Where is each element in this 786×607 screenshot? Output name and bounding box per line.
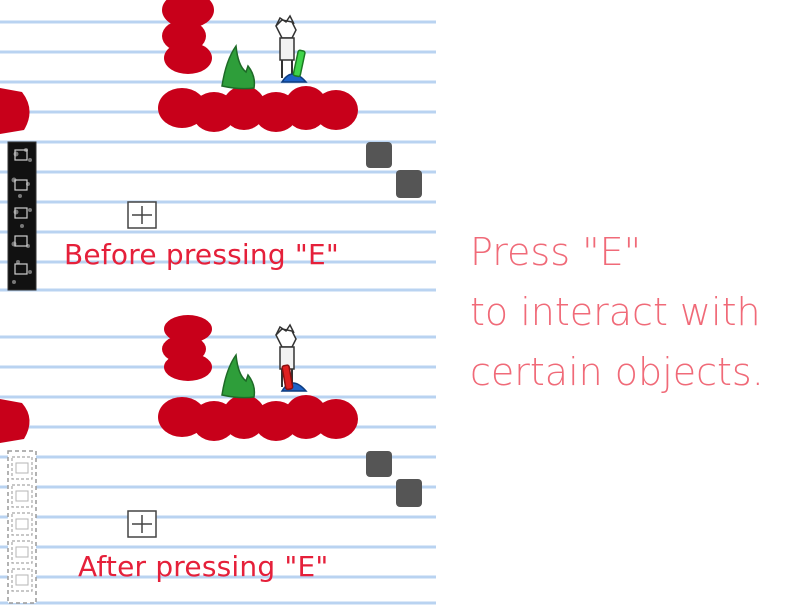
before-panel: Before pressing "E": [0, 0, 436, 292]
stone-icon: [366, 451, 422, 507]
red-ink-column: [162, 315, 212, 381]
red-ink-left-edge: [0, 88, 30, 134]
red-ink-platform: [158, 395, 358, 441]
stone-icon: [366, 142, 422, 198]
instruction-line-1: Press "E": [470, 230, 642, 274]
game-scene-before: [0, 0, 436, 292]
red-ink-column: [162, 0, 214, 74]
plant-icon: [221, 43, 256, 90]
red-ink-left-edge: [0, 399, 30, 443]
character-sprite-icon[interactable]: [275, 323, 297, 387]
game-scene-after: [0, 315, 436, 605]
before-caption: Before pressing "E": [64, 238, 339, 271]
switch-block-column: [7, 450, 37, 604]
plus-marker-icon: [127, 510, 157, 538]
notebook-lines: [0, 20, 436, 292]
plus-marker-icon: [127, 201, 157, 229]
after-panel: After pressing "E": [0, 315, 436, 607]
after-caption: After pressing "E": [78, 550, 329, 583]
instruction-line-3: certain objects.: [470, 350, 764, 394]
instruction-text: Press "E" to interact with certain objec…: [470, 222, 764, 402]
notebook-lines: [0, 335, 436, 605]
switch-block-column: [7, 141, 37, 291]
red-ink-platform: [158, 86, 358, 132]
lever-icon[interactable]: [280, 49, 308, 83]
character-sprite-icon[interactable]: [275, 14, 297, 78]
plant-icon: [221, 352, 256, 399]
instruction-line-2: to interact with: [470, 290, 761, 334]
lever-icon[interactable]: [280, 364, 308, 392]
